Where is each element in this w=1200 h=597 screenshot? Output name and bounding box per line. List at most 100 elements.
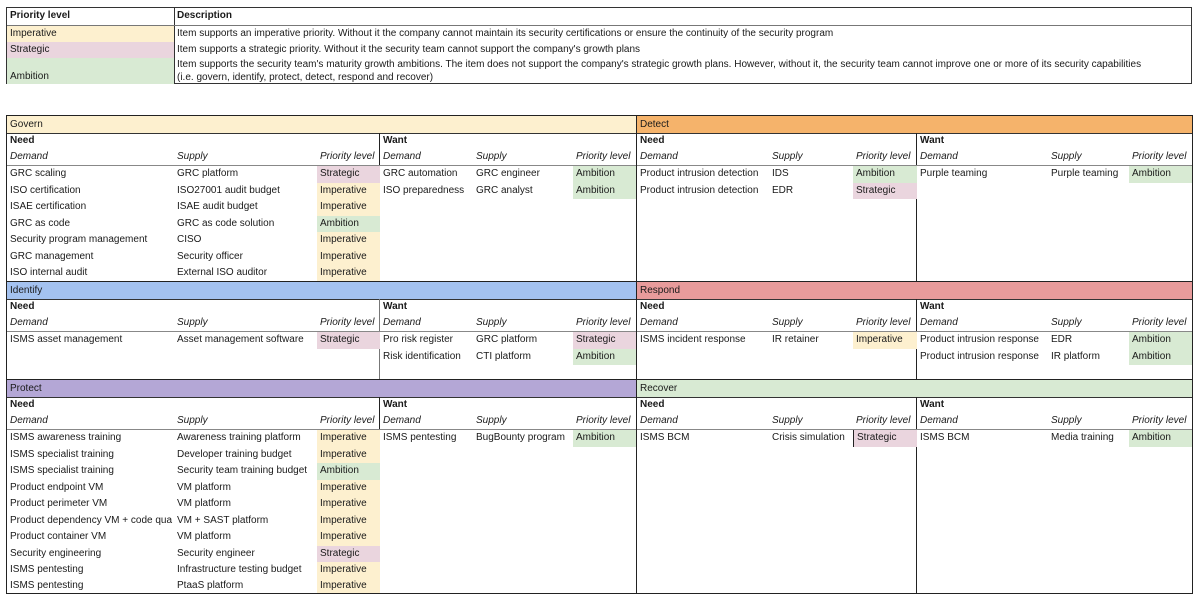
need-label: Need — [640, 301, 665, 312]
legend-column-divider — [174, 8, 175, 83]
col-demand: Demand — [383, 415, 421, 426]
table-cell-demand: ISO certification — [10, 184, 81, 196]
col-priority: Priority level — [320, 317, 375, 328]
priority-badge: Strategic — [573, 332, 637, 349]
section-detect: Detect Need Want Demand Supply Priority … — [636, 115, 1193, 282]
table-cell-demand: ISMS pentesting — [10, 580, 84, 591]
legend-level-strategic: Strategic — [7, 42, 174, 59]
header-divider — [637, 331, 1192, 332]
legend-desc-ambition-line1: Item supports the security team's maturi… — [177, 59, 1142, 70]
header-divider — [637, 429, 1192, 430]
col-supply: Supply — [476, 317, 507, 328]
table-cell-demand: ISMS BCM — [920, 432, 970, 443]
table-cell-supply: GRC platform — [476, 334, 538, 345]
table-cell-demand: Security program management — [10, 234, 148, 245]
table-cell-demand: ISMS specialist training — [10, 448, 114, 460]
table-cell-supply: Crisis simulation — [772, 432, 845, 443]
legend-level-ambition: Ambition — [10, 71, 49, 82]
table-cell-demand: ISMS specialist training — [10, 465, 114, 476]
table-cell-demand: GRC as code — [10, 217, 71, 229]
section-protect: Protect Need Want Demand Supply Priority… — [6, 379, 637, 594]
table-cell-supply: Security team training budget — [177, 465, 308, 476]
table-cell-supply: Purple teaming — [1051, 168, 1119, 179]
priority-badge: Strategic — [853, 182, 917, 199]
table-cell-demand: Product perimeter VM — [10, 498, 108, 509]
legend-header-priority: Priority level — [10, 10, 71, 21]
col-priority: Priority level — [1132, 317, 1187, 328]
table-cell-demand: Product endpoint VM — [10, 481, 104, 493]
legend-desc-imperative: Item supports an imperative priority. Wi… — [177, 28, 834, 39]
header-divider — [637, 165, 1192, 166]
col-demand: Demand — [920, 415, 958, 426]
priority-badge: Strategic — [317, 332, 380, 349]
need-label: Need — [10, 301, 35, 312]
col-priority: Priority level — [1132, 415, 1187, 426]
section-title-protect: Protect — [7, 380, 636, 398]
col-demand: Demand — [640, 415, 678, 426]
table-cell-supply: ISAE audit budget — [177, 201, 258, 212]
priority-badge: Ambition — [573, 430, 637, 447]
priority-badge: Ambition — [1129, 166, 1192, 183]
table-cell-supply: Security officer — [177, 250, 243, 262]
table-cell-demand: Purple teaming — [920, 168, 988, 179]
priority-badge: Ambition — [573, 166, 637, 183]
priority-badge: Imperative — [317, 199, 380, 216]
table-cell-demand: Product intrusion detection — [640, 184, 759, 196]
table-cell-supply: EDR — [772, 184, 794, 196]
col-priority: Priority level — [856, 317, 911, 328]
header-divider — [7, 429, 636, 430]
col-supply: Supply — [1051, 415, 1082, 426]
priority-badge: Ambition — [317, 463, 380, 480]
priority-badge: Ambition — [1129, 332, 1192, 349]
priority-badge: Imperative — [317, 578, 380, 593]
table-cell-supply: GRC as code solution — [177, 217, 275, 229]
priority-badge: Strategic — [317, 545, 380, 562]
table-cell-demand: GRC management — [10, 250, 94, 262]
priority-badge: Ambition — [853, 166, 917, 183]
col-demand: Demand — [920, 151, 958, 162]
col-supply: Supply — [1051, 317, 1082, 328]
priority-badge: Strategic — [853, 430, 917, 447]
want-label: Want — [920, 301, 945, 312]
priority-badge: Imperative — [317, 562, 380, 579]
col-demand: Demand — [383, 151, 421, 162]
table-cell-demand: ISO internal audit — [10, 267, 88, 278]
col-supply: Supply — [772, 415, 803, 426]
legend-header-description: Description — [177, 10, 233, 21]
section-title-recover: Recover — [637, 380, 1192, 398]
table-cell-demand: ISMS BCM — [640, 432, 690, 443]
header-divider — [7, 331, 636, 332]
table-cell-supply: Media training — [1051, 432, 1114, 443]
table-cell-demand: Product dependency VM + code qua — [10, 514, 173, 526]
need-want-divider — [916, 133, 917, 281]
col-supply: Supply — [177, 317, 208, 328]
col-demand: Demand — [640, 151, 678, 162]
col-supply: Supply — [476, 151, 507, 162]
table-cell-supply: CTI platform — [476, 350, 532, 362]
col-priority: Priority level — [856, 415, 911, 426]
table-cell-demand: ISMS pentesting — [10, 564, 84, 575]
want-label: Want — [383, 399, 408, 410]
priority-badge: Imperative — [317, 182, 380, 199]
priority-badge: Imperative — [853, 332, 917, 349]
table-cell-supply: GRC platform — [177, 168, 239, 179]
table-cell-supply: GRC analyst — [476, 184, 533, 196]
table-cell-supply: External ISO auditor — [177, 267, 268, 278]
priority-badge: Ambition — [573, 182, 637, 199]
table-cell-demand: ISO preparedness — [383, 184, 465, 196]
col-priority: Priority level — [576, 151, 631, 162]
table-cell-supply: VM + SAST platform — [177, 514, 269, 526]
priority-badge: Ambition — [1129, 348, 1192, 365]
col-priority: Priority level — [320, 151, 375, 162]
col-priority: Priority level — [1132, 151, 1187, 162]
priority-badge: Imperative — [317, 529, 380, 546]
col-demand: Demand — [640, 317, 678, 328]
legend-level-ambition-bg: Ambition — [7, 58, 174, 84]
priority-badge: Imperative — [317, 496, 380, 513]
section-title-govern: Govern — [7, 116, 636, 134]
col-priority: Priority level — [320, 415, 375, 426]
priority-badge: Imperative — [317, 512, 380, 529]
table-cell-demand: Security engineering — [10, 547, 102, 559]
section-title-detect: Detect — [637, 116, 1192, 134]
col-supply: Supply — [772, 317, 803, 328]
